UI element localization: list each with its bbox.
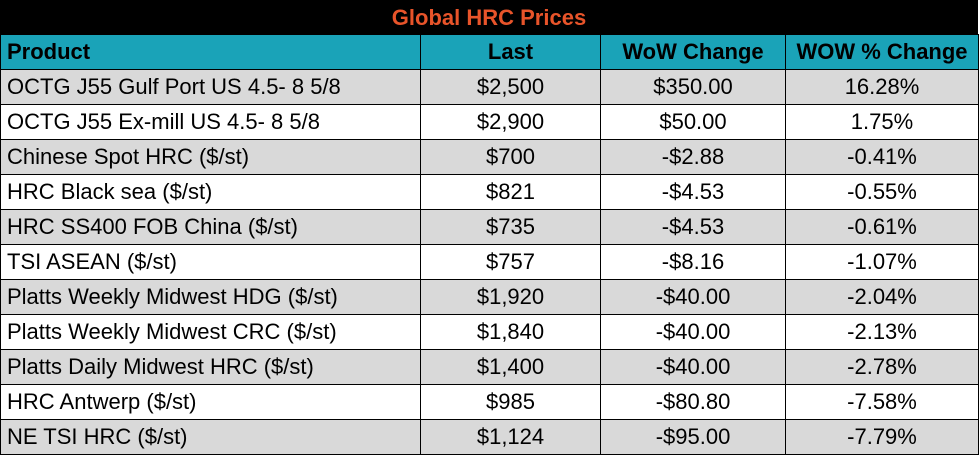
cell-last: $821 — [420, 174, 601, 210]
cell-wow-pct: -0.41% — [785, 139, 979, 175]
cell-wow-change: -$40.00 — [600, 349, 786, 385]
cell-wow-pct: 16.28% — [785, 69, 979, 105]
table-row: Platts Weekly Midwest CRC ($/st) $1,840 -$… — [0, 314, 979, 350]
cell-product: HRC SS400 FOB China ($/st) — [0, 209, 421, 245]
cell-last: $757 — [420, 244, 601, 280]
cell-wow-change: -$2.88 — [600, 139, 786, 175]
cell-wow-change: -$4.53 — [600, 174, 786, 210]
cell-product: HRC Black sea ($/st) — [0, 174, 421, 210]
table-row: Platts Weekly Midwest HDG ($/st) $1,920 -$… — [0, 279, 979, 315]
cell-product: OCTG J55 Gulf Port US 4.5- 8 5/8 — [0, 69, 421, 105]
table-row: NE TSI HRC ($/st) $1,124 -$95.00 -7.79% — [0, 419, 979, 455]
cell-wow-change: -$40.00 — [600, 279, 786, 315]
cell-wow-pct: -2.78% — [785, 349, 979, 385]
cell-last: $1,124 — [420, 419, 601, 455]
table-row: OCTG J55 Ex-mill US 4.5- 8 5/8 $2,900 $50.… — [0, 104, 979, 140]
cell-wow-change: $50.00 — [600, 104, 786, 140]
cell-wow-pct: -2.13% — [785, 314, 979, 350]
cell-wow-change: -$8.16 — [600, 244, 786, 280]
cell-product: Platts Daily Midwest HRC ($/st) — [0, 349, 421, 385]
cell-wow-pct: -7.79% — [785, 419, 979, 455]
cell-wow-change: -$40.00 — [600, 314, 786, 350]
cell-last: $2,500 — [420, 69, 601, 105]
header-wow-pct: WOW % Change — [785, 34, 979, 70]
cell-product: TSI ASEAN ($/st) — [0, 244, 421, 280]
table-row: HRC Antwerp ($/st) $985 -$80.80 -7.58% — [0, 384, 979, 420]
cell-wow-change: -$4.53 — [600, 209, 786, 245]
table-row: TSI ASEAN ($/st) $757 -$8.16 -1.07% — [0, 244, 979, 280]
cell-wow-change: -$80.80 — [600, 384, 786, 420]
table-row: Chinese Spot HRC ($/st) $700 -$2.88 -0.41% — [0, 139, 979, 175]
cell-product: OCTG J55 Ex-mill US 4.5- 8 5/8 — [0, 104, 421, 140]
header-row: Product Last WoW Change WOW % Change — [0, 34, 979, 70]
cell-wow-pct: 1.75% — [785, 104, 979, 140]
cell-product: NE TSI HRC ($/st) — [0, 419, 421, 455]
cell-last: $1,840 — [420, 314, 601, 350]
cell-last: $2,900 — [420, 104, 601, 140]
cell-last: $1,400 — [420, 349, 601, 385]
cell-wow-pct: -0.61% — [785, 209, 979, 245]
cell-wow-change: -$95.00 — [600, 419, 786, 455]
table-row: OCTG J55 Gulf Port US 4.5- 8 5/8 $2,500 $3… — [0, 69, 979, 105]
cell-wow-pct: -1.07% — [785, 244, 979, 280]
table-row: HRC Black sea ($/st) $821 -$4.53 -0.55% — [0, 174, 979, 210]
cell-product: HRC Antwerp ($/st) — [0, 384, 421, 420]
cell-product: Platts Weekly Midwest HDG ($/st) — [0, 279, 421, 315]
cell-wow-pct: -0.55% — [785, 174, 979, 210]
cell-product: Chinese Spot HRC ($/st) — [0, 139, 421, 175]
header-product: Product — [0, 34, 421, 70]
table-title: Global HRC Prices — [0, 0, 978, 34]
cell-last: $985 — [420, 384, 601, 420]
cell-last: $735 — [420, 209, 601, 245]
header-last: Last — [420, 34, 601, 70]
cell-last: $700 — [420, 139, 601, 175]
cell-wow-pct: -2.04% — [785, 279, 979, 315]
hrc-prices-table: Product Last WoW Change WOW % Change OCT… — [0, 34, 979, 455]
cell-product: Platts Weekly Midwest CRC ($/st) — [0, 314, 421, 350]
cell-last: $1,920 — [420, 279, 601, 315]
cell-wow-pct: -7.58% — [785, 384, 979, 420]
table-row: Platts Daily Midwest HRC ($/st) $1,400 -$4… — [0, 349, 979, 385]
cell-wow-change: $350.00 — [600, 69, 786, 105]
header-wow-change: WoW Change — [600, 34, 786, 70]
table-row: HRC SS400 FOB China ($/st) $735 -$4.53 -0.6… — [0, 209, 979, 245]
